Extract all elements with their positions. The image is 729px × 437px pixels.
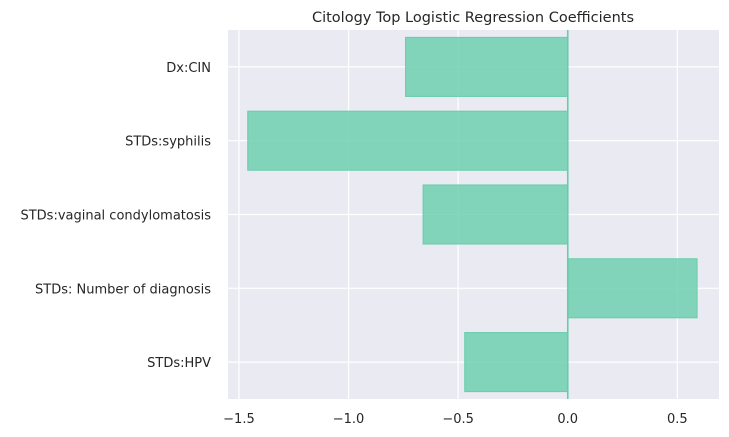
y-tick-label: STDs:syphilis: [125, 135, 211, 150]
bars: [247, 36, 698, 393]
x-tick-labels: −1.5 −1.0 −0.5 0.0 0.5: [223, 412, 688, 427]
x-tick-label: 0.5: [667, 412, 688, 427]
x-tick-label: 0.0: [557, 412, 578, 427]
bar-dx-cin: [405, 36, 569, 97]
y-tick-label: STDs:HPV: [147, 356, 211, 371]
bar-stds-hpv: [464, 332, 569, 393]
x-tick-label: −0.5: [442, 412, 474, 427]
y-tick-label: STDs: Number of diagnosis: [35, 282, 211, 297]
chart-title: Citology Top Logistic Regression Coeffic…: [312, 10, 634, 26]
y-tick-label: Dx:CIN: [166, 61, 211, 76]
x-tick-label: −1.5: [223, 412, 255, 427]
bar-stds-number-of-diagnosis: [567, 258, 698, 319]
y-tick-labels: Dx:CIN STDs:syphilis STDs:vaginal condylom…: [20, 61, 211, 371]
bar-stds-vaginal-condylomatosis: [422, 184, 569, 245]
x-tick-label: −1.0: [333, 412, 365, 427]
bar-stds-syphilis: [247, 110, 569, 171]
y-tick-label: STDs:vaginal condylomatosis: [20, 209, 211, 224]
